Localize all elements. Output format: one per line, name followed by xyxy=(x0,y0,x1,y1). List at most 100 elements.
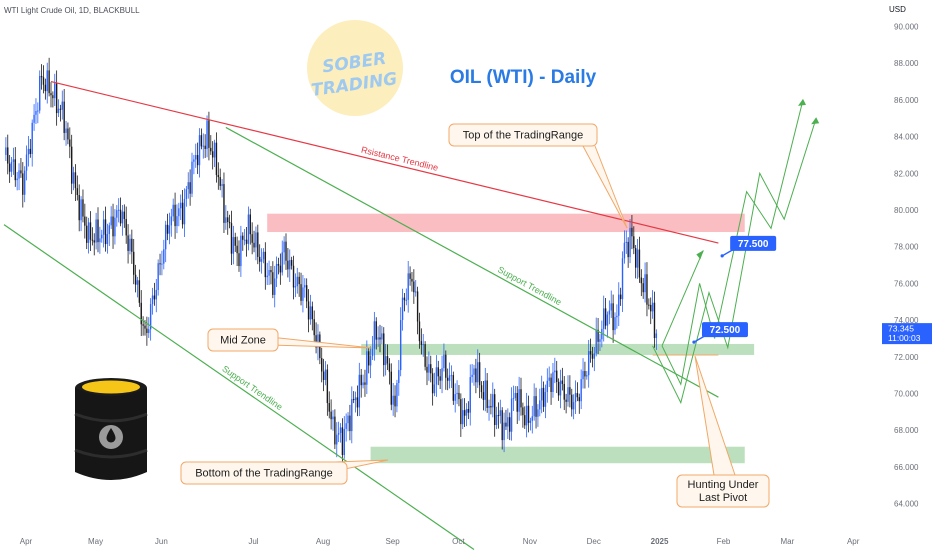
candle-body xyxy=(80,199,82,221)
candle-body xyxy=(571,394,573,410)
candle-body xyxy=(422,344,424,346)
candle-body xyxy=(407,273,409,300)
candle-body xyxy=(399,320,402,371)
candle-body xyxy=(148,329,150,334)
candle-body xyxy=(616,315,618,318)
candle-body xyxy=(580,379,582,402)
candle-body xyxy=(258,256,261,262)
candle-body xyxy=(274,278,276,295)
candle-body xyxy=(537,409,539,417)
candle-body xyxy=(482,392,485,400)
candle-body xyxy=(392,395,394,405)
candle-body xyxy=(210,147,212,152)
bottom-of-range-callout-box xyxy=(180,461,348,485)
barrel-lid xyxy=(82,380,140,394)
top-zone xyxy=(267,213,745,233)
top-of-range-callout: Top of the TradingRange xyxy=(448,123,628,229)
candle-body xyxy=(364,382,366,385)
candle-body xyxy=(437,367,439,377)
price-axis[interactable] xyxy=(880,0,932,550)
resistance-line xyxy=(50,80,719,244)
candle-body xyxy=(604,308,607,326)
symbol-info: WTI Light Crude Oil, 1D, BLACKBULL xyxy=(4,6,140,15)
candle-body xyxy=(23,170,26,195)
candle-body xyxy=(625,241,627,243)
support-upper-label: Support Trendline xyxy=(496,264,563,307)
candle-body xyxy=(409,273,411,279)
candle-body xyxy=(486,380,488,408)
candle-body xyxy=(140,302,142,325)
candle-body xyxy=(127,235,129,251)
candle-body xyxy=(383,333,385,366)
candle-body xyxy=(634,248,637,268)
candle-body xyxy=(290,259,293,266)
candle-body xyxy=(260,259,263,262)
candle-body xyxy=(636,249,639,268)
candle-body xyxy=(228,221,231,224)
candle-body xyxy=(499,410,502,416)
candle-body xyxy=(298,276,300,285)
candle-body xyxy=(415,291,417,293)
candle-body xyxy=(401,297,404,321)
candle-body xyxy=(219,177,221,186)
candle-body xyxy=(516,392,518,412)
candle-body xyxy=(488,405,490,408)
candle-body xyxy=(302,287,304,301)
candle-body xyxy=(379,337,381,340)
candle-body xyxy=(330,411,332,420)
candle-body xyxy=(292,265,295,288)
candle-body xyxy=(501,410,503,441)
candle-body xyxy=(648,304,650,306)
candle-body xyxy=(525,405,528,426)
candle-body xyxy=(606,314,609,326)
candle-body xyxy=(61,101,63,110)
candle-body xyxy=(187,182,189,190)
candle-body xyxy=(202,145,204,147)
candle-body xyxy=(569,387,571,395)
candle-body xyxy=(522,407,524,416)
candle-body xyxy=(208,120,210,148)
candle-body xyxy=(477,362,479,383)
candle-body xyxy=(546,380,549,393)
bottom-zone xyxy=(370,446,745,464)
candle-body xyxy=(67,128,69,140)
candle-body xyxy=(336,434,338,445)
candle-body xyxy=(78,195,80,221)
candle-body xyxy=(550,377,552,392)
candle-body xyxy=(396,383,398,407)
candle-body xyxy=(37,110,39,112)
candle-body xyxy=(46,70,48,92)
candle-body xyxy=(134,274,137,285)
target-dot xyxy=(692,340,696,344)
projection-arrowhead xyxy=(798,98,806,106)
candle-body xyxy=(249,214,251,235)
candle-body xyxy=(198,135,201,166)
target-value: 77.500 xyxy=(738,239,769,250)
candle-body xyxy=(133,251,135,275)
candle-body xyxy=(82,199,84,217)
currency-label[interactable]: USD xyxy=(889,5,906,14)
candle-body xyxy=(283,241,285,253)
candle-body xyxy=(110,216,112,226)
candle-body xyxy=(533,396,535,417)
candle-body xyxy=(215,142,218,176)
candle-body xyxy=(281,252,283,273)
candle-body xyxy=(512,397,515,399)
candle-body xyxy=(413,281,415,293)
candle-body xyxy=(614,317,616,331)
candle-body xyxy=(163,249,165,264)
candle-body xyxy=(27,148,30,155)
candle-body xyxy=(305,285,308,302)
candle-body xyxy=(142,324,144,326)
candle-body xyxy=(74,172,77,189)
candle-body xyxy=(509,417,511,432)
candle-body xyxy=(424,344,426,367)
candle-body xyxy=(159,263,161,265)
candle-body xyxy=(223,184,225,223)
candle-body xyxy=(610,303,612,311)
candle-body xyxy=(452,375,455,401)
candle-body xyxy=(153,295,156,300)
candle-body xyxy=(57,108,60,114)
candle-body xyxy=(586,375,588,377)
